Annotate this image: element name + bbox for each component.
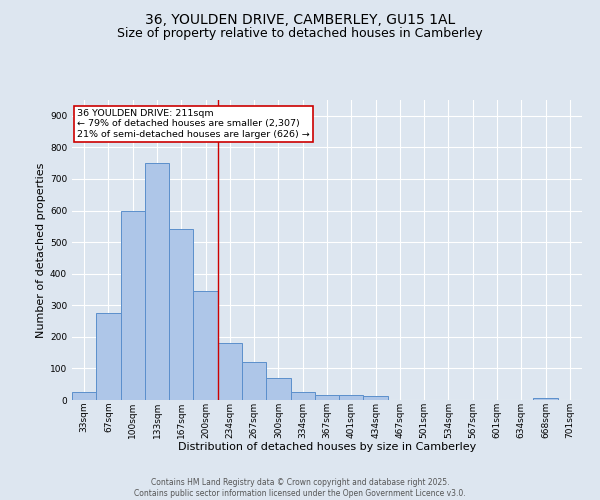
Bar [533,398,558,400]
Bar [364,396,388,400]
Text: 36, YOULDEN DRIVE, CAMBERLEY, GU15 1AL: 36, YOULDEN DRIVE, CAMBERLEY, GU15 1AL [145,12,455,26]
Bar [290,392,315,400]
X-axis label: Distribution of detached houses by size in Camberley: Distribution of detached houses by size … [178,442,476,452]
Y-axis label: Number of detached properties: Number of detached properties [36,162,46,338]
Bar [266,378,290,400]
Bar [169,230,193,400]
Bar [193,291,218,400]
Bar [339,396,364,400]
Bar [242,362,266,400]
Bar [218,343,242,400]
Bar [315,396,339,400]
Text: 36 YOULDEN DRIVE: 211sqm
← 79% of detached houses are smaller (2,307)
21% of sem: 36 YOULDEN DRIVE: 211sqm ← 79% of detach… [77,109,310,139]
Text: Size of property relative to detached houses in Camberley: Size of property relative to detached ho… [117,28,483,40]
Bar [121,210,145,400]
Bar [72,392,96,400]
Text: Contains HM Land Registry data © Crown copyright and database right 2025.
Contai: Contains HM Land Registry data © Crown c… [134,478,466,498]
Bar [96,313,121,400]
Bar [145,163,169,400]
